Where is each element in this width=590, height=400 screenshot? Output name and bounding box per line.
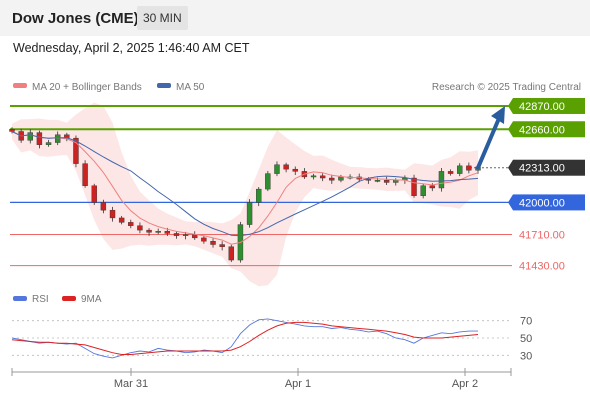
- level-tag-text-42000.00: 42000.00: [519, 197, 565, 209]
- candle-body: [246, 202, 253, 225]
- candle-body: [146, 229, 152, 233]
- candle-body: [466, 165, 472, 171]
- candle-body: [383, 180, 390, 183]
- chart-header: Dow Jones (CME) 30 MIN: [0, 0, 590, 36]
- candle-body: [228, 246, 234, 261]
- candle-body: [45, 142, 52, 145]
- level-tag-pointer-42870.00: [508, 97, 513, 114]
- level-tag-bg-42870.00: [513, 97, 585, 114]
- time-axis-label: Apr 2: [452, 378, 478, 390]
- rsi-panel: 70 50 30: [11, 316, 532, 362]
- level-tag-pointer-42313.00: [508, 159, 513, 176]
- rsi-axis-label: 50: [520, 333, 532, 345]
- time-axis-label: Mar 31: [114, 378, 148, 390]
- level-tag-pointer-42000.00: [508, 194, 513, 211]
- level-tag-text-42313.00: 42313.00: [519, 163, 565, 175]
- level-tag-pointer-42660.00: [508, 121, 513, 138]
- projection-arrow-head: [491, 105, 505, 124]
- projection-arrow-shaft: [476, 113, 502, 170]
- candle-body: [292, 168, 298, 172]
- copyright-text: Research © 2025 Trading Central: [432, 82, 581, 93]
- instrument-title: Dow Jones (CME): [12, 10, 139, 27]
- ma9-legend-swatch: [62, 296, 76, 301]
- rsi-axis-label: 30: [520, 350, 532, 362]
- candle-body: [128, 222, 134, 226]
- ma20-line: [11, 131, 479, 245]
- level-tag-bg-42313.00: [513, 159, 585, 176]
- rsi-ma-line: [11, 321, 479, 355]
- candle-body: [201, 237, 207, 242]
- bollinger-bands: [12, 102, 478, 287]
- candle-body: [256, 188, 262, 203]
- candle-body: [73, 137, 79, 164]
- candle-body: [164, 231, 171, 234]
- candle-body: [447, 171, 454, 174]
- rsi-legend-swatch: [13, 296, 27, 301]
- level-label-41710.00: 41710.00: [519, 230, 565, 242]
- level-tag-bg-42660.00: [513, 121, 585, 138]
- candle-body: [155, 231, 161, 233]
- projection-arrow: [476, 105, 505, 170]
- ma20-legend-label: MA 20 + Bollinger Bands: [32, 82, 142, 93]
- candle-body: [100, 202, 107, 211]
- candle-body: [91, 185, 97, 203]
- ma50-legend-label: MA 50: [176, 82, 205, 93]
- candle-body: [118, 217, 125, 223]
- candle-body: [219, 244, 225, 247]
- timeframe-badge[interactable]: 30 MIN: [137, 6, 188, 30]
- bollinger-band-area: [12, 102, 478, 287]
- candle-body: [420, 185, 426, 196]
- candle-body: [210, 241, 216, 245]
- candle-body: [283, 164, 289, 170]
- level-tag-text-42660.00: 42660.00: [519, 124, 565, 136]
- level-label-41430.00: 41430.00: [519, 261, 565, 273]
- moving-averages: [11, 131, 479, 245]
- candle-body: [457, 165, 463, 174]
- time-axis: Mar 31 Apr 1 Apr 2: [11, 368, 512, 390]
- candle-body: [82, 163, 88, 186]
- candle-body: [319, 175, 326, 179]
- ma20-legend-swatch: [13, 83, 27, 88]
- candle-body: [27, 132, 33, 141]
- candle-body: [192, 234, 198, 239]
- candle-body: [36, 132, 43, 145]
- candle-body: [109, 209, 116, 219]
- candle-body: [173, 233, 180, 236]
- ma9-legend-label: 9MA: [81, 294, 102, 305]
- candle-body: [411, 177, 417, 196]
- ma50-legend-swatch: [157, 83, 171, 88]
- candle-body: [9, 129, 15, 132]
- candle-body: [393, 180, 399, 183]
- candle-body: [182, 234, 189, 236]
- ma50-line: [11, 131, 479, 237]
- candle-body: [374, 180, 381, 182]
- candle-body: [310, 175, 317, 178]
- candle-body: [54, 134, 61, 143]
- candle-body: [265, 173, 271, 190]
- time-axis-label: Apr 1: [285, 378, 311, 390]
- rsi-axis-label: 70: [520, 316, 532, 328]
- candle-body: [274, 164, 280, 174]
- level-tag-text-42870.00: 42870.00: [519, 101, 565, 113]
- candle-body: [438, 171, 445, 189]
- rsi-line: [11, 318, 478, 359]
- price-level-tags: 42870.00 42660.00 42313.00 42000.00 41710.00…: [508, 97, 585, 273]
- candle-body: [329, 177, 335, 181]
- candle-body: [338, 176, 344, 181]
- rsi-legend-label: RSI: [32, 294, 49, 305]
- candle-body: [137, 225, 143, 231]
- candle-body: [429, 185, 436, 189]
- level-tag-bg-42000.00: [513, 194, 585, 211]
- chart-datetime: Wednesday, April 2, 2025 1:46:40 AM CET: [13, 41, 250, 55]
- candle-body: [365, 178, 372, 181]
